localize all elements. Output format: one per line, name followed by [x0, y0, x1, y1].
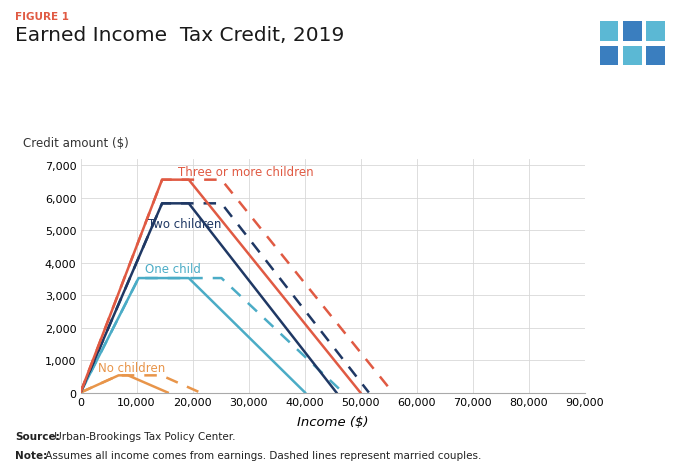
- Bar: [646, 22, 665, 41]
- Text: Credit amount ($): Credit amount ($): [22, 137, 128, 150]
- Text: No children: No children: [99, 362, 166, 375]
- Text: Two children: Two children: [148, 218, 221, 230]
- Bar: [623, 47, 642, 66]
- Text: Three or more children: Three or more children: [178, 166, 314, 178]
- Bar: [623, 22, 642, 41]
- Text: One child: One child: [145, 262, 201, 275]
- Bar: [599, 47, 618, 66]
- X-axis label: Income ($): Income ($): [297, 415, 368, 428]
- Bar: [646, 47, 665, 66]
- Text: FIGURE 1: FIGURE 1: [15, 12, 69, 22]
- Text: Earned Income  Tax Credit, 2019: Earned Income Tax Credit, 2019: [15, 26, 344, 45]
- Text: Source:: Source:: [15, 431, 60, 441]
- Bar: [599, 22, 618, 41]
- Text: Assumes all income comes from earnings. Dashed lines represent married couples.: Assumes all income comes from earnings. …: [42, 450, 482, 460]
- Text: TPC: TPC: [613, 79, 664, 103]
- Text: Urban-Brookings Tax Policy Center.: Urban-Brookings Tax Policy Center.: [51, 431, 236, 441]
- Text: Note:: Note:: [15, 450, 48, 460]
